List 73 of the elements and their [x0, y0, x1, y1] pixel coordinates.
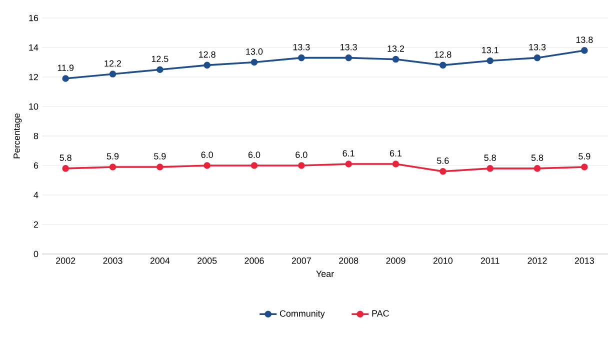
data-label: 13.3 [529, 44, 546, 50]
point [250, 58, 258, 66]
x-tick-label: 2011 [480, 258, 500, 264]
x-axis-title: Year [316, 270, 334, 277]
point [204, 62, 210, 69]
y-tick-label: 16 [29, 14, 38, 22]
data-label: 5.9 [578, 153, 590, 160]
legend-label: Community [280, 310, 325, 318]
point [534, 165, 541, 172]
point [440, 168, 446, 175]
legend-label: PAC [372, 310, 389, 317]
data-label: 5.9 [106, 153, 119, 160]
x-tick-label: 2003 [103, 258, 122, 264]
point [156, 66, 164, 74]
data-label: 12.8 [434, 51, 452, 58]
point [156, 164, 164, 170]
point [298, 162, 305, 169]
data-label: 5.8 [60, 154, 72, 161]
data-label: 11.9 [58, 64, 74, 71]
data-label: 13.2 [388, 45, 404, 52]
data-label: 13.3 [340, 44, 357, 50]
point [345, 160, 352, 168]
point [109, 70, 116, 78]
point [62, 165, 69, 172]
data-label: 13.8 [576, 36, 593, 43]
data-label: 13.1 [482, 46, 498, 54]
data-label: 6.0 [248, 152, 260, 158]
data-label: 5.8 [484, 154, 496, 161]
point [486, 57, 494, 64]
y-tick-label: 6 [34, 162, 38, 169]
point [392, 56, 400, 63]
y-tick-label: 14 [29, 44, 38, 51]
x-tick-label: 2013 [574, 258, 594, 264]
point [581, 47, 588, 54]
x-tick-label: 2009 [386, 258, 406, 264]
data-label: 13.3 [293, 44, 310, 50]
data-label: 12.8 [199, 51, 216, 58]
y-tick-label: 12 [29, 74, 38, 80]
data-label: 6.1 [342, 150, 354, 157]
point [109, 164, 116, 170]
x-tick-label: 2005 [198, 258, 217, 264]
y-tick-label: 10 [29, 103, 38, 110]
x-tick-label: 2002 [56, 258, 76, 264]
y-axis-title: Percentage [14, 113, 22, 158]
x-tick-label: 2008 [339, 258, 358, 264]
y-tick-label: 4 [34, 192, 38, 198]
x-tick-label: 2010 [433, 258, 453, 264]
y-tick-label: 8 [34, 132, 38, 140]
point [250, 162, 258, 169]
y-tick-label: 0 [34, 250, 38, 258]
point [486, 165, 494, 172]
point [440, 62, 446, 69]
data-label: 12.5 [152, 56, 168, 62]
point [581, 164, 588, 170]
data-label: 5.8 [531, 154, 544, 161]
point [62, 75, 69, 82]
point [298, 54, 305, 62]
x-tick-label: 2012 [528, 258, 547, 264]
data-label: 5.9 [154, 153, 166, 160]
point [392, 160, 400, 168]
y-tick-label: 2 [34, 221, 38, 228]
point [345, 54, 352, 62]
data-label: 6.0 [296, 152, 308, 158]
data-label: 12.2 [104, 60, 122, 67]
data-label: 5.6 [437, 158, 449, 164]
x-tick-label: 2006 [244, 258, 264, 264]
x-tick-label: 2007 [292, 258, 311, 264]
x-tick-label: 2004 [150, 258, 170, 264]
data-label: 6.0 [201, 152, 213, 158]
data-label: 6.1 [390, 150, 402, 157]
data-label: 13.0 [246, 48, 263, 55]
point [534, 54, 541, 62]
point [204, 162, 210, 169]
